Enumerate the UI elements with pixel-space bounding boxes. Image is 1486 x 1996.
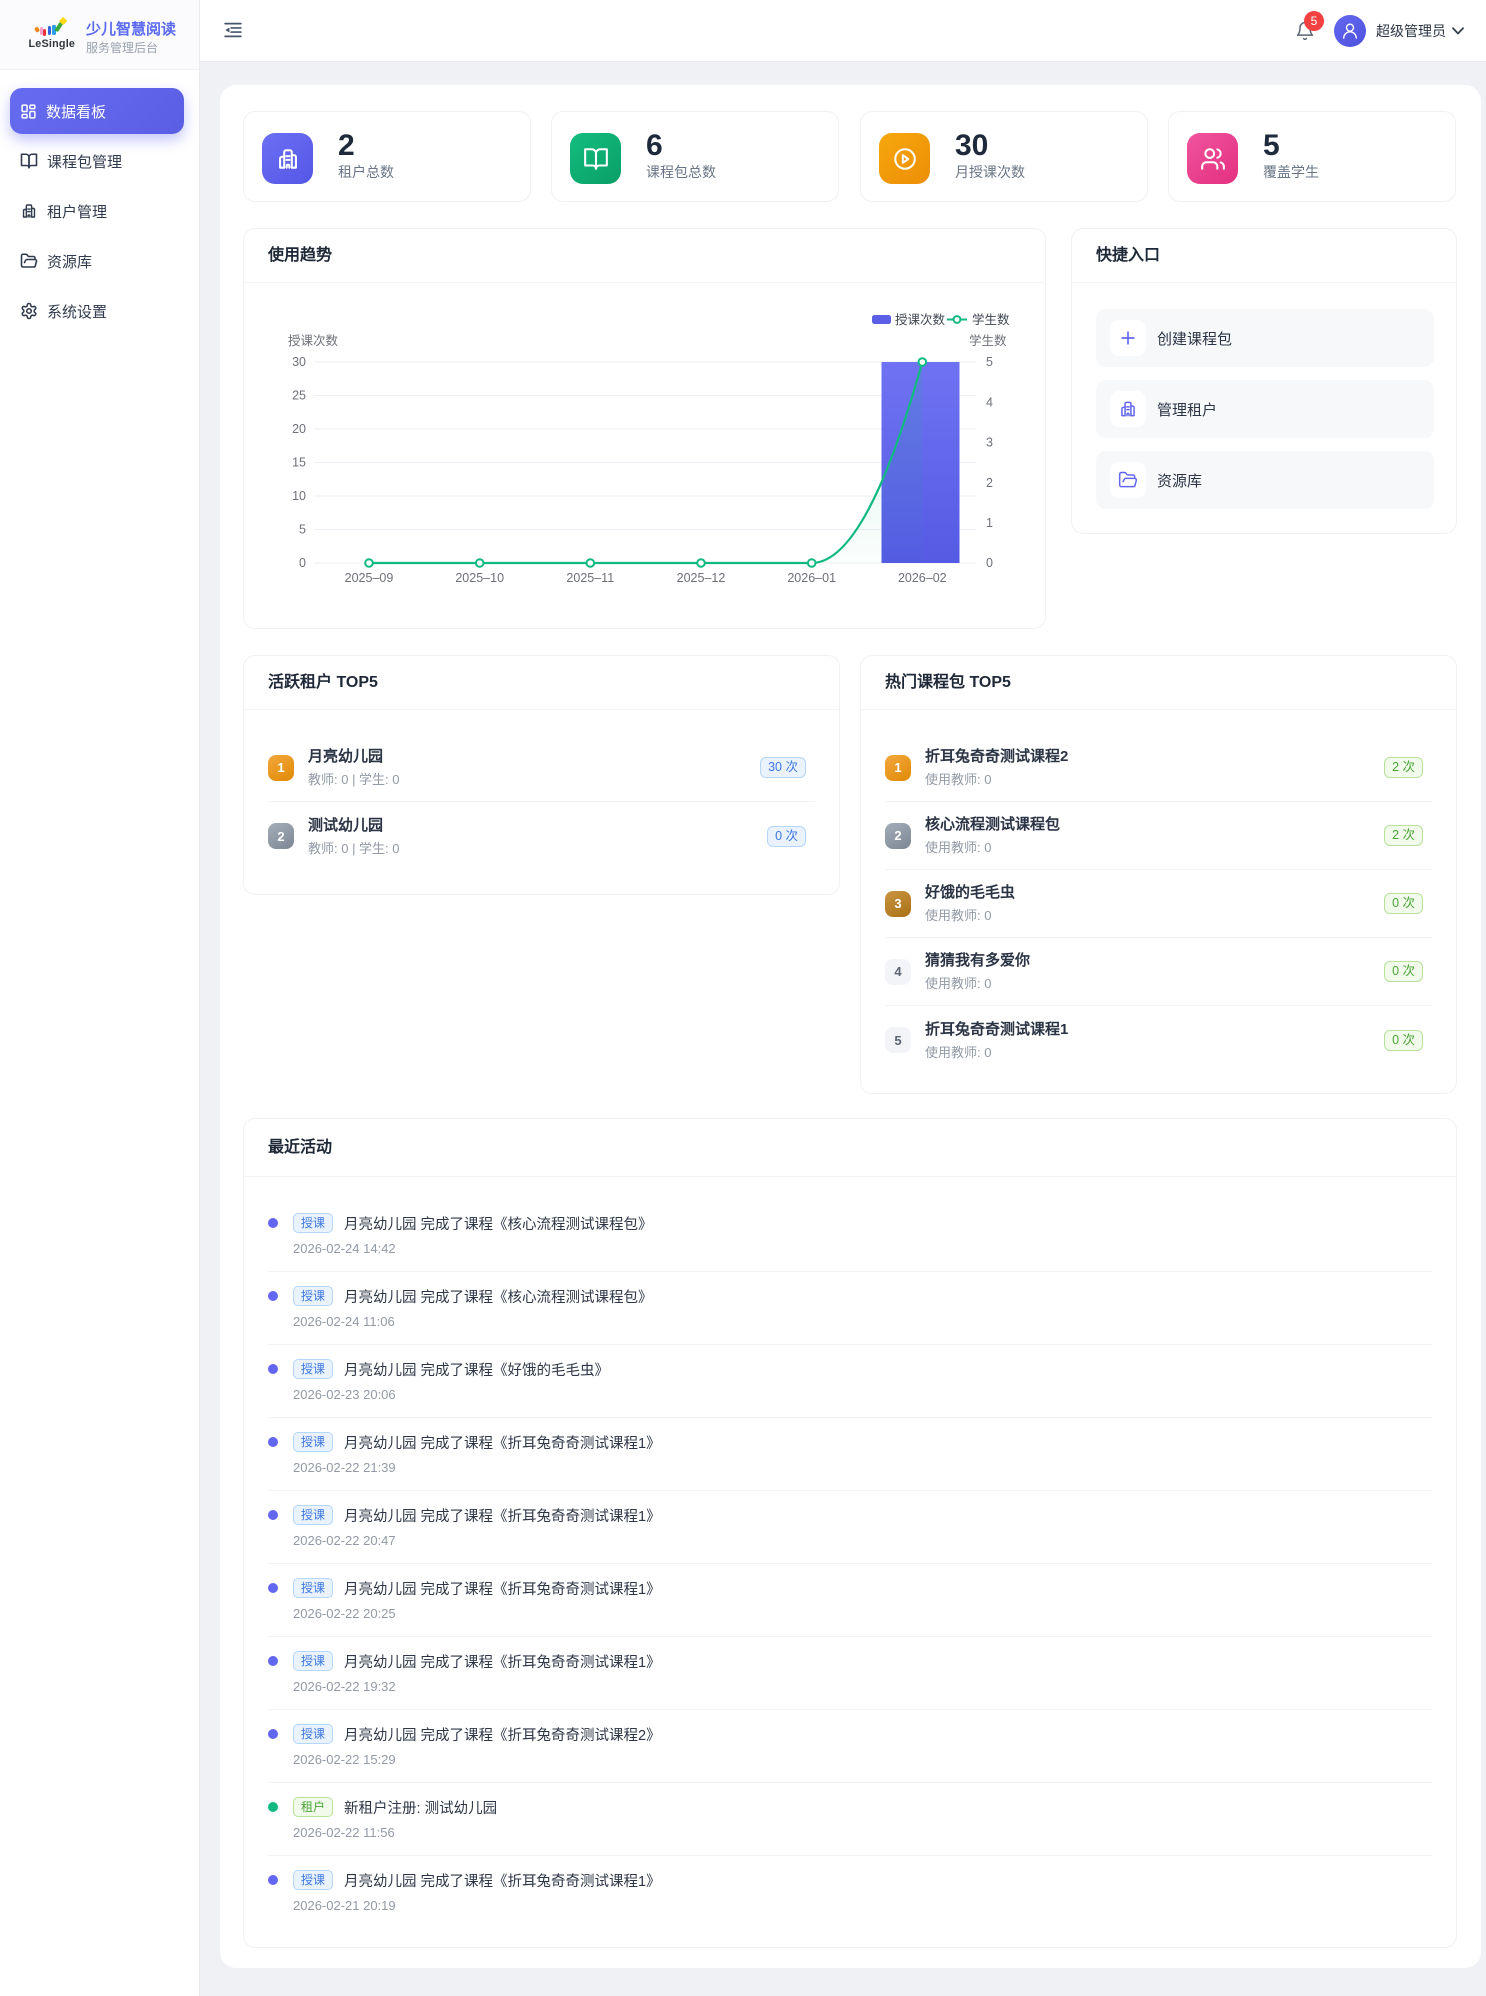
svg-text:5: 5 [299,523,306,537]
svg-text:20: 20 [292,422,306,436]
svg-text:0: 0 [299,556,306,570]
svg-text:2025–11: 2025–11 [566,571,614,585]
svg-text:2: 2 [986,476,993,490]
svg-text:5: 5 [986,355,993,369]
svg-text:2026–02: 2026–02 [898,571,947,585]
svg-text:2025–09: 2025–09 [345,571,394,585]
svg-text:3: 3 [986,436,993,450]
svg-text:学生数: 学生数 [969,333,1007,348]
svg-text:2025–12: 2025–12 [677,571,726,585]
svg-text:1: 1 [986,516,993,530]
svg-text:25: 25 [292,389,306,403]
svg-text:学生数: 学生数 [972,312,1010,327]
svg-text:2026–01: 2026–01 [787,571,836,585]
svg-text:30: 30 [292,355,306,369]
svg-text:授课次数: 授课次数 [288,333,339,348]
svg-text:0: 0 [986,556,993,570]
svg-text:4: 4 [986,395,993,409]
svg-text:10: 10 [292,489,306,503]
svg-text:授课次数: 授课次数 [895,312,946,327]
svg-text:15: 15 [292,456,306,470]
svg-text:2025–10: 2025–10 [455,571,504,585]
